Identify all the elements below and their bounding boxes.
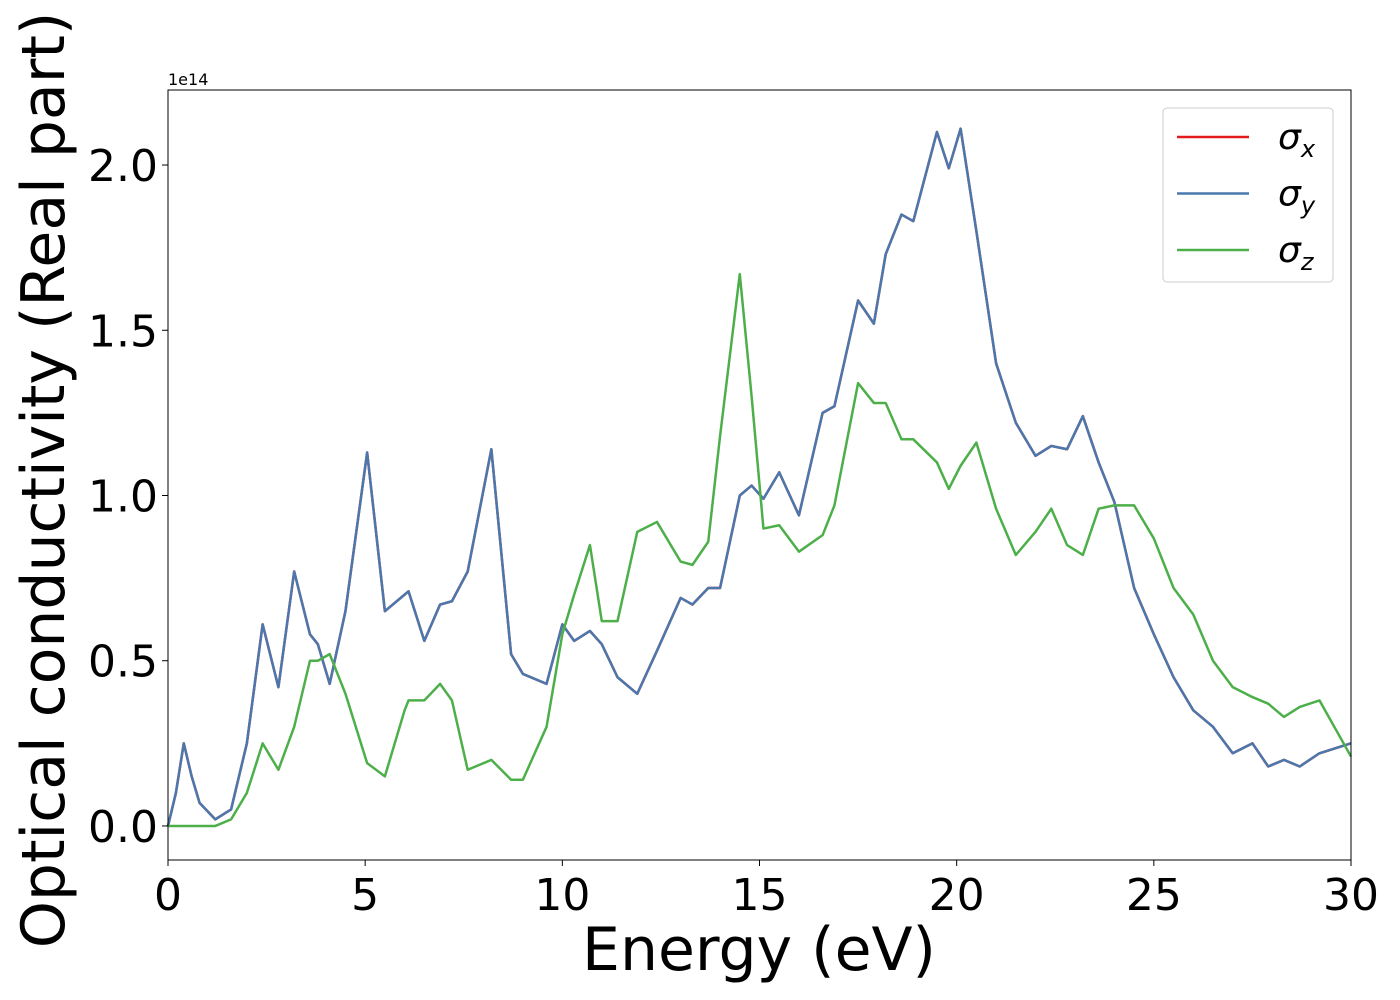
y-tick-label: 0.5 [88,637,158,688]
y-tick-label: 1.0 [88,471,158,522]
legend-label: σx [1278,117,1316,163]
x-tick-label: 25 [1126,870,1182,921]
y-tick-label: 0.0 [88,802,158,853]
x-tick-label: 0 [154,870,182,921]
series-line [166,127,1352,827]
y-axis-label: Optical conductivity (Real part) [9,12,79,949]
y-tick-label: 1.5 [88,306,158,357]
x-tick-label: 10 [534,870,590,921]
x-tick-label: 15 [732,870,788,921]
y-tick-label: 2.0 [88,141,158,192]
x-axis-label: Energy (eV) [582,915,936,985]
legend-label: σz [1278,230,1315,276]
lines [166,127,1353,828]
series-line [168,272,1353,828]
y-offset-label: 1e14 [168,70,208,89]
x-tick-label: 5 [351,870,379,921]
x-tick-label: 20 [929,870,985,921]
x-tick-label: 30 [1323,870,1379,921]
legend-label: σy [1278,174,1316,220]
legend-box [1162,107,1334,283]
